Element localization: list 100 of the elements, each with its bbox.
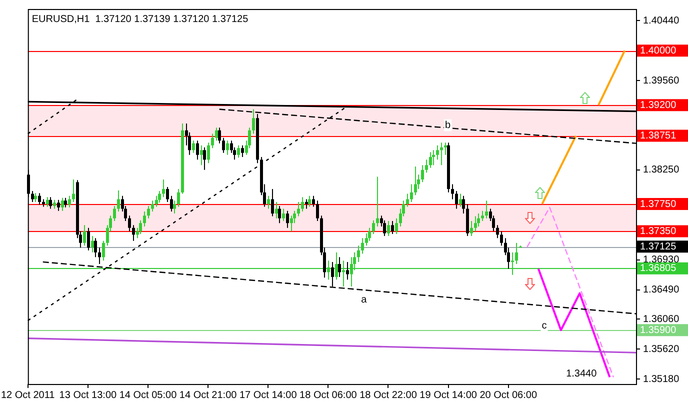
candlestick	[147, 206, 150, 219]
candlestick	[207, 142, 210, 164]
candlestick	[414, 166, 417, 196]
candlestick	[432, 150, 435, 166]
candlestick	[421, 164, 424, 183]
candlestick	[361, 238, 364, 254]
candlestick	[515, 242, 518, 264]
ref-line-label: 1.40000	[640, 45, 677, 56]
text: EURUSD,H1 1.37120 1.37139 1.37120 1.37125	[32, 14, 249, 25]
annotation: c	[542, 320, 547, 332]
candlestick	[451, 184, 454, 200]
candlestick	[444, 142, 447, 156]
candlestick	[226, 140, 229, 156]
candlestick	[383, 220, 386, 237]
candlestick	[57, 199, 60, 212]
candlestick	[338, 256, 341, 278]
candlestick	[94, 238, 97, 258]
candlestick	[215, 127, 218, 142]
candlestick	[290, 215, 293, 232]
x-tick-label: 14 Oct 21:00	[179, 390, 238, 401]
y-tick-label: 1.39560	[643, 75, 680, 86]
annotation: a	[361, 294, 368, 306]
ref-line-label: 1.37125	[640, 241, 677, 252]
candlestick	[406, 193, 409, 208]
candlestick	[87, 227, 90, 251]
candlestick	[113, 206, 116, 222]
candlestick	[173, 200, 176, 214]
candlestick	[222, 137, 225, 154]
candlestick	[252, 108, 255, 134]
candlestick	[271, 188, 274, 217]
candlestick	[391, 220, 394, 234]
candlestick	[91, 236, 94, 253]
candlestick	[500, 230, 503, 246]
candlestick	[455, 190, 458, 210]
candlestick	[102, 240, 105, 262]
candlestick	[46, 196, 49, 208]
candlestick	[346, 261, 349, 280]
ref-line-label: 1.38751	[640, 130, 677, 142]
candlestick	[440, 142, 443, 166]
candlestick	[218, 127, 221, 144]
candlestick	[143, 211, 146, 227]
candlestick	[368, 227, 371, 242]
candlestick	[275, 201, 278, 219]
y-tick-label: 1.35180	[643, 374, 680, 385]
candlestick	[474, 216, 477, 232]
ref-line-label: 1.36805	[640, 263, 677, 274]
annotation: b	[445, 120, 452, 131]
candlestick	[83, 224, 86, 246]
x-tick-label: 19 Oct 14:00	[420, 390, 478, 401]
candlestick	[151, 200, 154, 212]
candlestick	[459, 193, 462, 208]
candlestick	[308, 195, 311, 208]
candlestick	[429, 152, 432, 168]
candlestick	[496, 224, 499, 239]
candlestick	[38, 192, 41, 206]
x-tick-label: 17 Oct 14:00	[239, 390, 298, 401]
candlestick	[196, 140, 199, 160]
y-tick-label: 1.35620	[643, 344, 680, 355]
ref-line-label: 1.37350	[640, 226, 677, 238]
candlestick	[155, 195, 158, 208]
candlestick	[64, 197, 67, 208]
candlestick	[132, 224, 135, 242]
candlestick	[128, 215, 131, 232]
candlestick	[481, 210, 484, 222]
candlestick	[297, 201, 300, 217]
candlestick	[305, 198, 308, 210]
candlestick	[72, 178, 75, 202]
candlestick	[166, 186, 169, 202]
candlestick	[425, 159, 428, 174]
candlestick	[372, 220, 375, 234]
x-tick-label: 18 Oct 06:00	[300, 390, 358, 401]
candlestick	[61, 197, 64, 212]
y-tick-label: 1.36060	[643, 314, 680, 325]
x-tick-label: 20 Oct 06:00	[480, 390, 538, 401]
candlestick	[436, 144, 439, 160]
candlestick	[357, 245, 360, 262]
y-tick-label: 1.40440	[643, 15, 680, 26]
candlestick	[31, 190, 34, 202]
candlestick	[117, 190, 120, 212]
candlestick	[395, 218, 398, 234]
candlestick	[286, 210, 289, 228]
x-tick-label: 18 Oct 22:00	[360, 390, 418, 401]
candlestick	[462, 195, 465, 214]
annotation: 1.3440	[566, 368, 598, 380]
candlestick	[177, 188, 180, 208]
y-tick-label: 1.38250	[643, 164, 680, 176]
candlestick	[200, 144, 203, 166]
candlestick	[211, 133, 214, 149]
candlestick	[241, 144, 244, 158]
y-tick-label: 1.36490	[643, 284, 680, 296]
candlestick	[139, 220, 142, 234]
x-tick-label: 13 Oct 13:00	[59, 390, 117, 401]
candlestick	[387, 220, 390, 237]
candlestick	[158, 190, 161, 204]
candlestick	[301, 196, 304, 212]
candlestick	[68, 195, 71, 208]
candlestick	[376, 176, 379, 227]
ref-line-label: 1.39200	[640, 100, 677, 111]
candlestick	[470, 220, 473, 237]
candlestick	[316, 200, 319, 222]
